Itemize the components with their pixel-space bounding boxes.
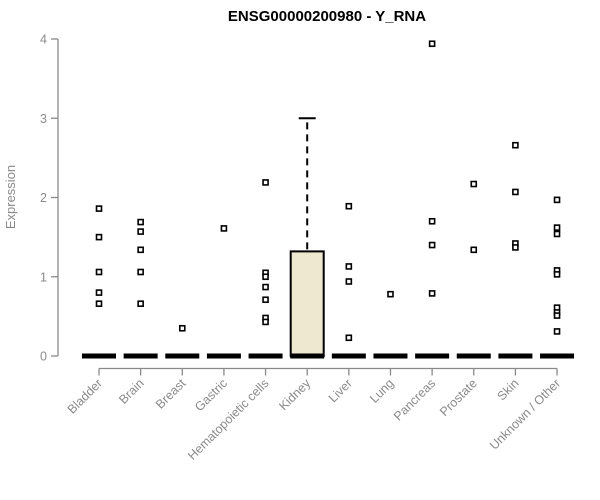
box-group-prostate — [456, 180, 491, 359]
data-point — [95, 205, 103, 212]
data-point — [345, 278, 353, 285]
data-point — [512, 244, 519, 251]
data-point — [95, 289, 103, 296]
median-bar — [331, 353, 366, 359]
y-axis-title: Expression — [3, 165, 18, 229]
x-tick-label: Brain — [116, 376, 147, 407]
median-bar — [82, 353, 116, 359]
data-point — [470, 246, 478, 254]
x-tick-label: Prostate — [437, 376, 480, 419]
box-group-brain — [123, 218, 158, 359]
data-point — [470, 180, 478, 188]
data-point — [137, 246, 144, 254]
chart-title: ENSG00000200980 - Y_RNA — [228, 8, 426, 25]
median-bar — [498, 353, 533, 359]
axes: 0 1 2 3 4 Bladder Brain Breast GastricHematopoie… — [40, 33, 563, 463]
median-bar — [373, 353, 408, 359]
median-bar — [540, 353, 575, 359]
box-group-hematopoietic-cells — [248, 179, 283, 359]
data-point — [428, 241, 436, 249]
data-point — [428, 217, 436, 225]
data-point — [220, 225, 228, 232]
data-point — [553, 196, 561, 204]
x-tick-label: Hematopoietic cells — [185, 376, 272, 463]
box-group-liver — [331, 202, 366, 359]
x-tick-label: Breast — [153, 376, 189, 412]
x-tick-label: Unknown / Other — [487, 376, 563, 452]
data-point — [553, 224, 561, 231]
box-group-unknown-other — [540, 196, 575, 359]
x-tick-label: Kidney — [276, 376, 313, 413]
data-point — [345, 334, 353, 342]
x-tick-label: Gastric — [192, 376, 230, 414]
data-point — [553, 312, 561, 319]
data-point — [553, 230, 561, 238]
data-point — [345, 263, 353, 270]
box-group-gastric — [206, 225, 241, 359]
box-group-breast — [165, 324, 200, 359]
data-point — [428, 290, 436, 297]
x-tick-label: Skin — [494, 376, 521, 403]
data-point — [262, 318, 269, 326]
data-point — [95, 268, 103, 276]
data-point — [95, 300, 103, 307]
x-tick-label: Liver — [326, 376, 355, 405]
median-bar — [290, 353, 325, 359]
data-point — [387, 290, 394, 298]
data-point — [137, 218, 144, 226]
data-point — [262, 283, 269, 291]
data-point — [262, 296, 269, 304]
median-bar — [415, 353, 450, 359]
box-rect — [289, 250, 325, 357]
box-group-pancreas — [415, 40, 450, 359]
data-point — [262, 273, 269, 281]
data-point — [345, 202, 353, 210]
data-point — [262, 179, 269, 186]
data-point — [95, 233, 103, 241]
box-group-bladder — [82, 205, 116, 359]
y-tick-label: 4 — [40, 33, 47, 47]
data-point — [553, 271, 561, 278]
data-point — [137, 228, 144, 235]
y-tick-label: 3 — [40, 112, 47, 126]
box-group-lung — [373, 290, 408, 359]
data-point — [178, 324, 186, 332]
data-point — [512, 188, 519, 196]
data-point — [137, 268, 144, 276]
y-tick-label: 2 — [40, 191, 47, 205]
data-point — [428, 40, 436, 48]
data-point — [553, 328, 561, 335]
data-point — [137, 300, 144, 307]
median-bar — [123, 353, 158, 359]
y-tick-label: 0 — [40, 350, 47, 364]
box-group-skin — [498, 141, 533, 359]
median-bar — [248, 353, 283, 359]
x-tick-label: Pancreas — [391, 376, 438, 423]
x-tick-label: Lung — [367, 376, 397, 406]
median-bar — [456, 353, 491, 359]
y-tick-label: 1 — [40, 270, 47, 284]
plot-content — [82, 40, 575, 359]
x-tick-label: Bladder — [65, 376, 105, 416]
box-group-kidney — [289, 117, 325, 359]
data-point — [512, 141, 519, 149]
median-bar — [165, 353, 200, 359]
median-bar — [206, 353, 241, 359]
